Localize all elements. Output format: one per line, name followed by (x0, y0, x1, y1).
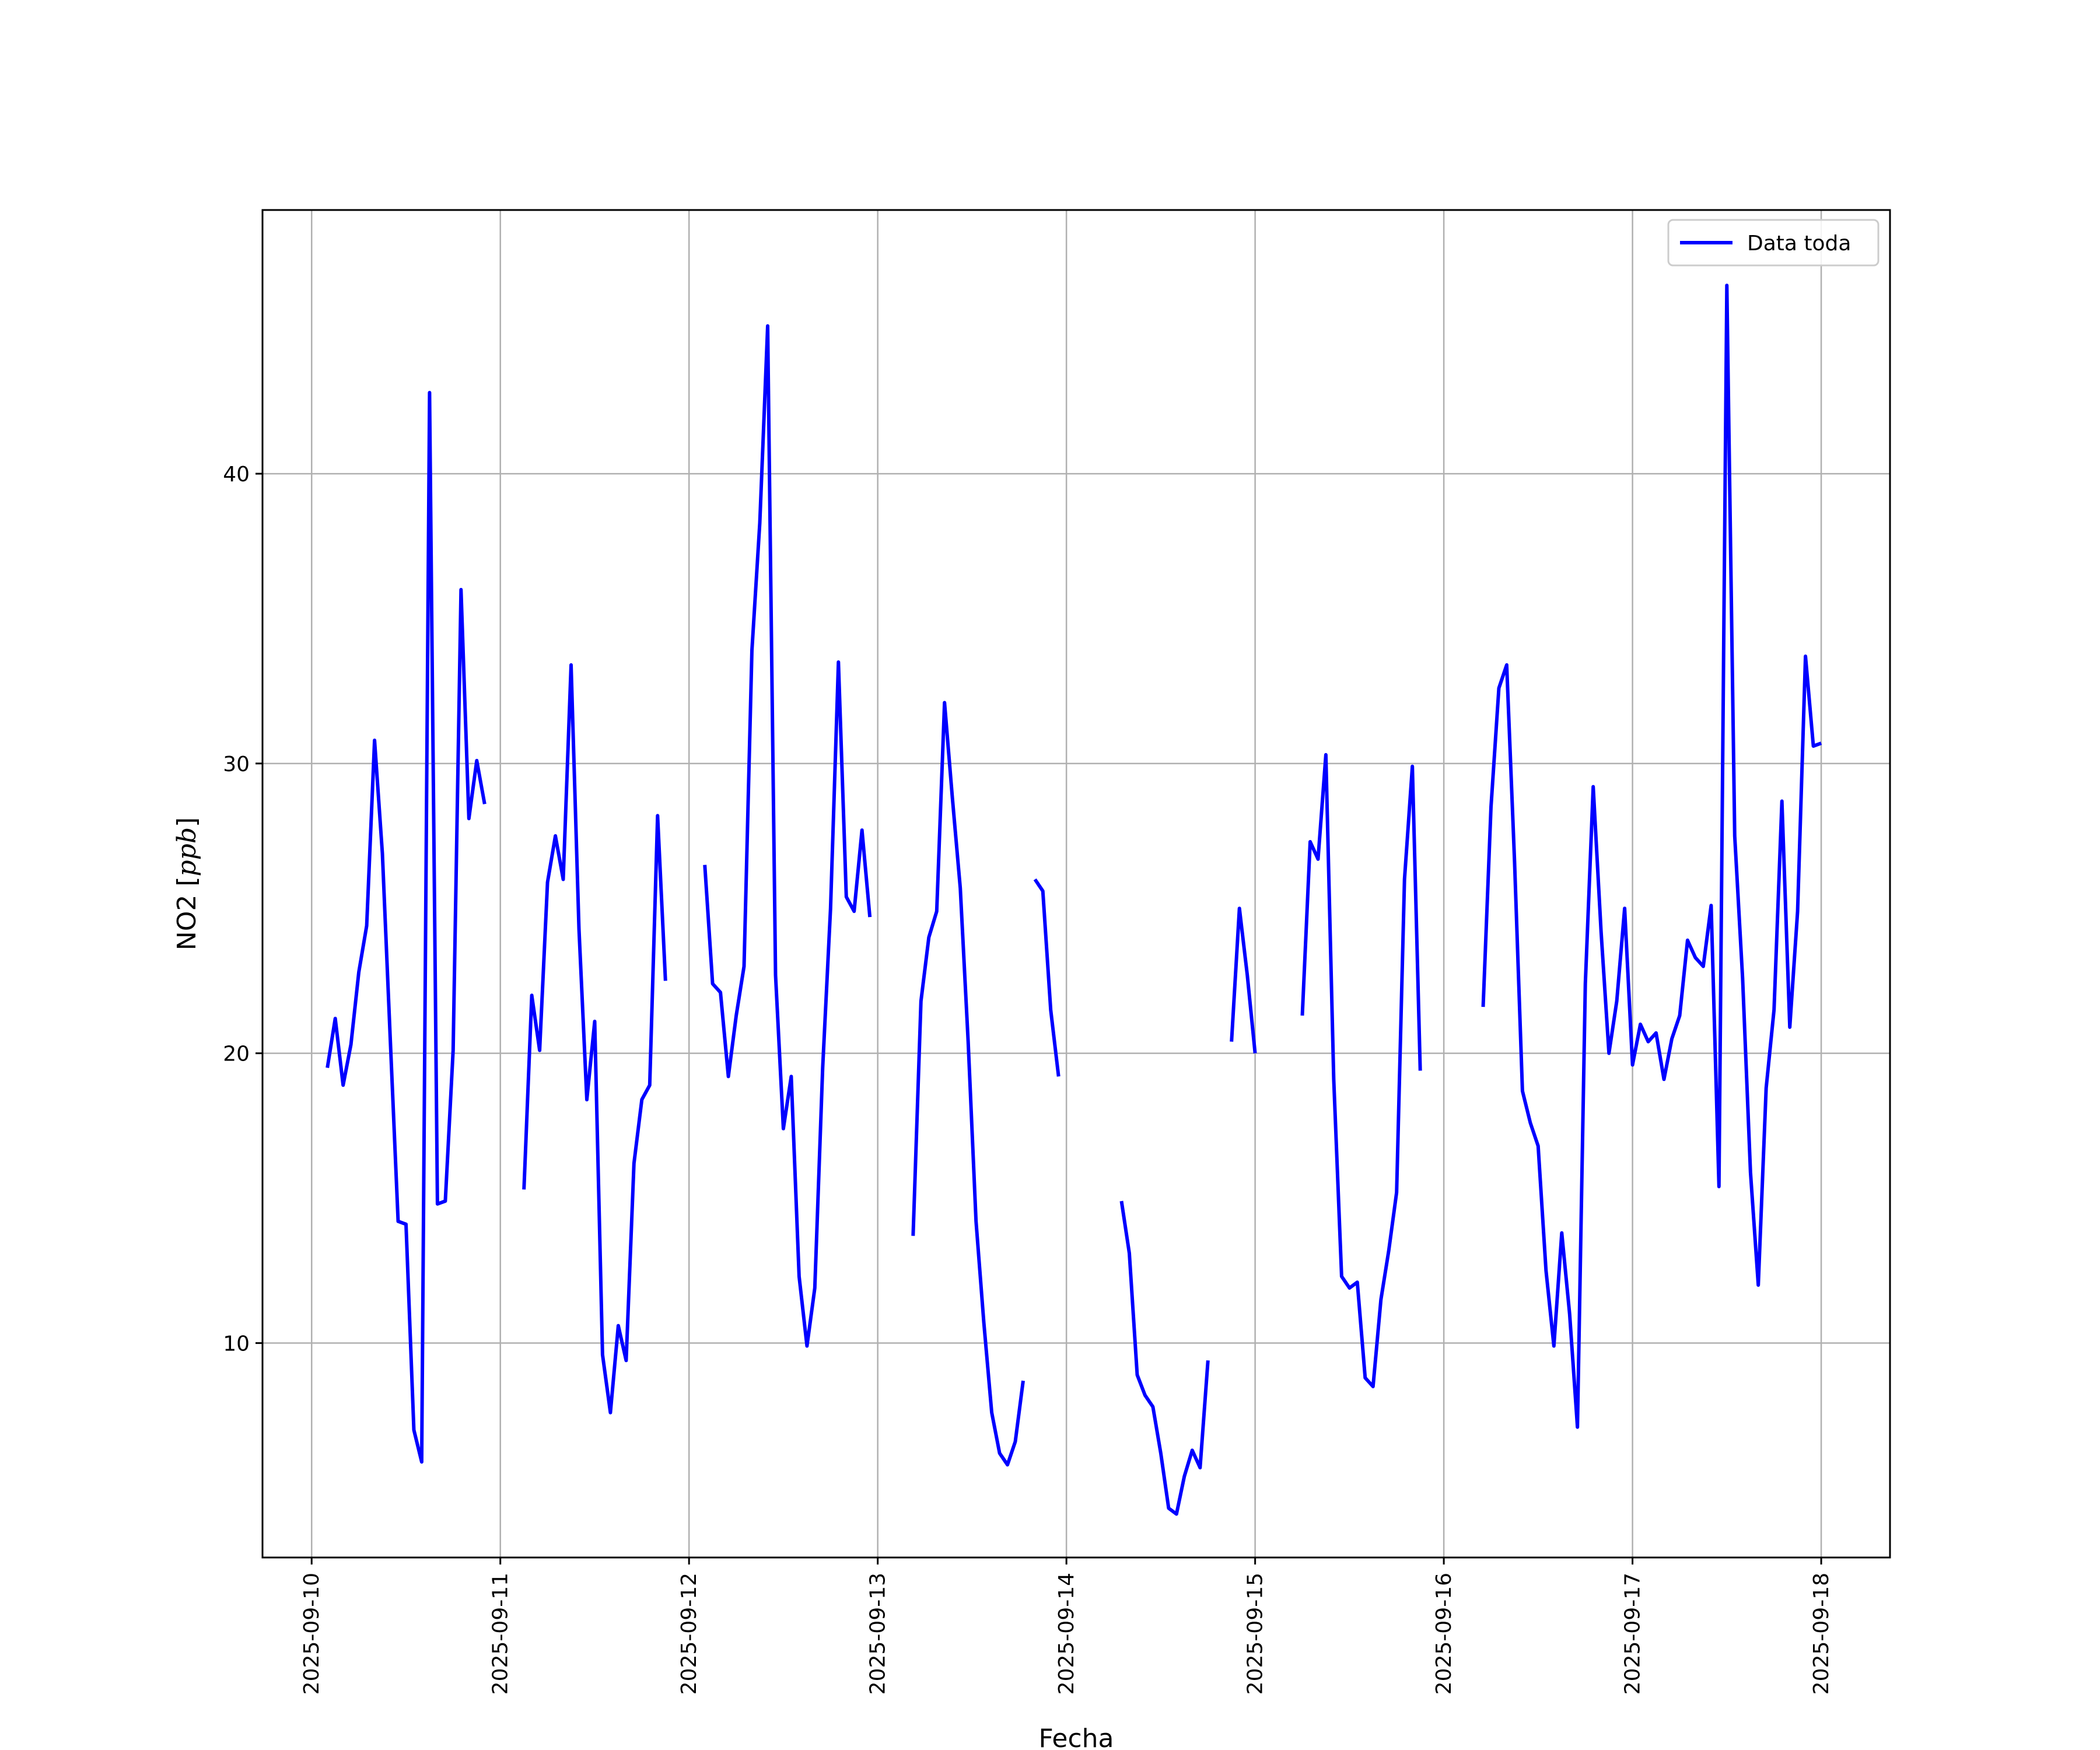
x-tick-label: 2025-09-13 (866, 1573, 890, 1695)
x-tick-label: 2025-09-17 (1621, 1573, 1645, 1695)
series-line-segment (522, 663, 667, 1415)
x-tick-label: 2025-09-10 (300, 1573, 324, 1695)
series-line-segment (703, 324, 872, 1348)
grid (262, 210, 1890, 1558)
y-axis-title-unit: ppb (172, 827, 202, 877)
series-line-segment (1481, 284, 1822, 1429)
series-lines (326, 284, 1822, 1516)
y-tick-label: 40 (223, 463, 250, 487)
series-line-segment (1230, 907, 1257, 1054)
series-line-segment (1033, 878, 1060, 1077)
series-line-segment (326, 391, 487, 1464)
y-tick-label: 30 (223, 752, 250, 776)
x-axis-title: Fecha (1038, 1724, 1114, 1750)
legend-box (1667, 219, 1880, 267)
series-line-segment (911, 701, 1025, 1466)
x-tick-label: 2025-09-16 (1432, 1573, 1456, 1695)
y-axis-title-close: ] (172, 817, 202, 827)
legend: Data toda (1667, 219, 1880, 267)
x-tick-label: 2025-09-18 (1810, 1573, 1833, 1695)
y-axis-title: NO2 [ppb] (172, 817, 202, 950)
plot-frame (261, 209, 1891, 1559)
x-tick-label: 2025-09-15 (1244, 1573, 1268, 1695)
series-line-segment (1119, 1200, 1210, 1516)
axis-ticks: 2025-09-10 2025-09-11 2025-09-12 2025-09-13… (223, 463, 1833, 1695)
y-axis-title-main: NO2 [ (172, 876, 202, 950)
x-tick-label: 2025-09-12 (677, 1573, 701, 1695)
x-tick-label: 2025-09-14 (1055, 1573, 1079, 1695)
legend-label: Data toda (1747, 232, 1851, 256)
y-tick-label: 20 (223, 1042, 250, 1066)
x-tick-label: 2025-09-11 (489, 1573, 513, 1695)
y-tick-label: 10 (223, 1332, 250, 1356)
series-line-segment (1300, 752, 1422, 1388)
